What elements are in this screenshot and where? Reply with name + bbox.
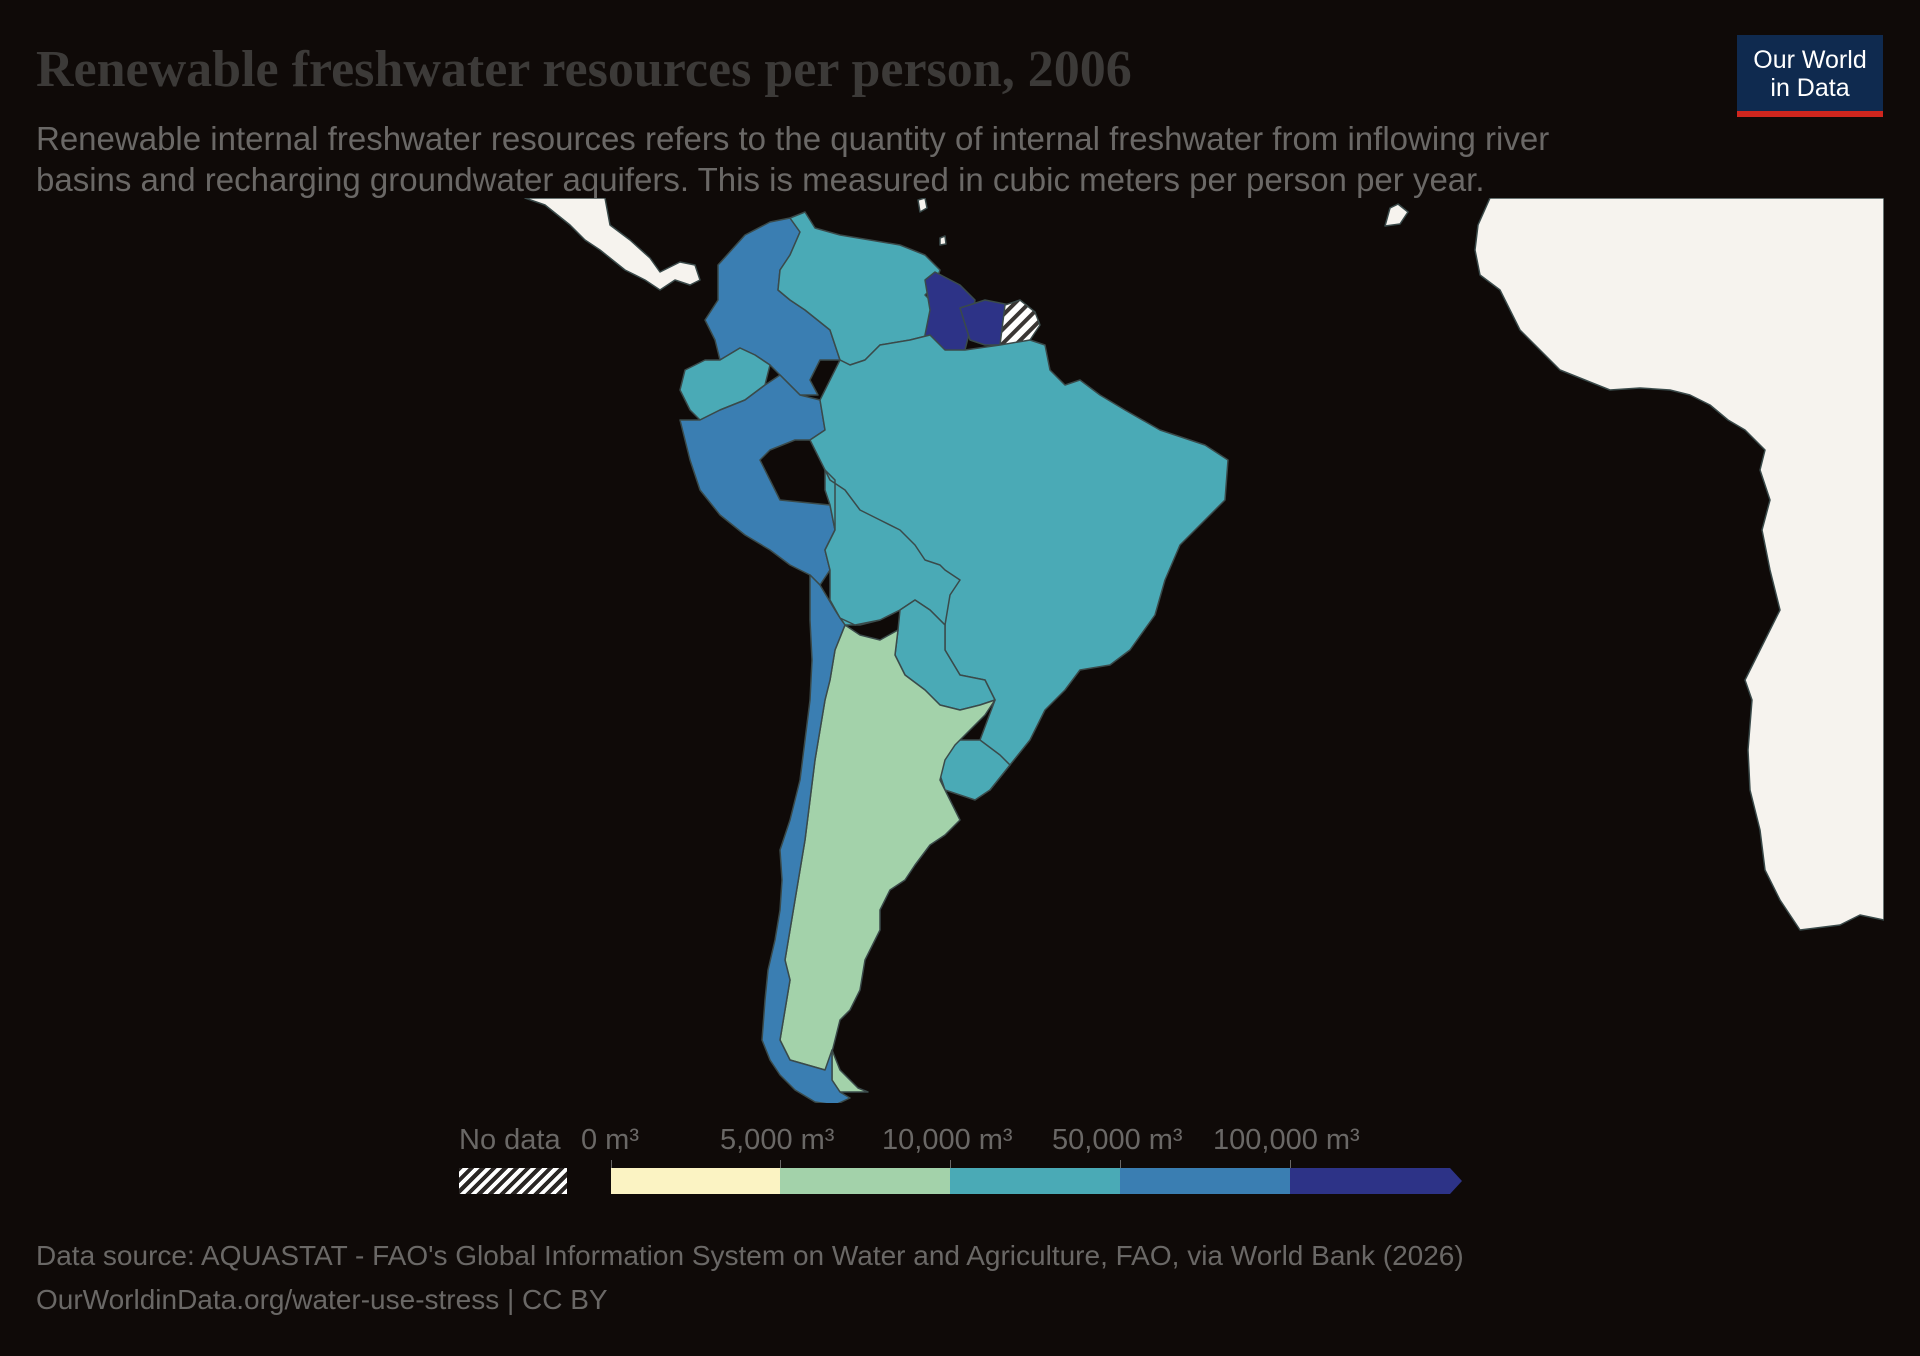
legend-swatch-0-5000[interactable] bbox=[611, 1168, 780, 1194]
legend-no-data-swatch[interactable] bbox=[459, 1168, 567, 1194]
chart-subtitle: Renewable internal freshwater resources … bbox=[36, 120, 1550, 198]
logo-line-1: Our World bbox=[1753, 46, 1867, 74]
legend-bin-label: 0 m³ bbox=[581, 1124, 639, 1156]
region-argentina-tierra-del-fuego[interactable] bbox=[831, 1049, 869, 1093]
choropleth-map[interactable] bbox=[0, 198, 1884, 1103]
legend-tick bbox=[1120, 1160, 1121, 1168]
legend-swatch-10000-50000[interactable] bbox=[950, 1168, 1120, 1194]
legend-bin-label: 5,000 m³ bbox=[720, 1124, 835, 1156]
legend-tick bbox=[780, 1160, 781, 1168]
owid-logo[interactable]: Our World in Data bbox=[1737, 35, 1883, 117]
legend-bin-label: 10,000 m³ bbox=[882, 1124, 1013, 1156]
chart-title: Renewable freshwater resources per perso… bbox=[36, 41, 1132, 98]
region-caribbean-island[interactable] bbox=[917, 198, 928, 213]
region-caribbean-island[interactable] bbox=[1384, 203, 1409, 227]
legend-swatch-5000-10000[interactable] bbox=[780, 1168, 950, 1194]
region-central-america[interactable] bbox=[524, 198, 701, 291]
source-url-license[interactable]: OurWorldinData.org/water-use-stress | CC… bbox=[36, 1284, 608, 1315]
legend-swatch-50000-100000[interactable] bbox=[1120, 1168, 1290, 1194]
region-caribbean-island[interactable] bbox=[939, 235, 947, 246]
legend-swatch-100000-plus[interactable] bbox=[1290, 1168, 1462, 1194]
legend-bin-label: 100,000 m³ bbox=[1213, 1124, 1360, 1156]
legend-tick bbox=[611, 1160, 612, 1168]
logo-line-2: in Data bbox=[1770, 74, 1850, 102]
legend-tick bbox=[1290, 1160, 1291, 1168]
legend-bin-label: 50,000 m³ bbox=[1052, 1124, 1183, 1156]
data-source: Data source: AQUASTAT - FAO's Global Inf… bbox=[36, 1240, 1464, 1271]
legend-no-data-label: No data bbox=[459, 1124, 561, 1156]
logo-red-bar bbox=[1737, 111, 1883, 117]
region-peru[interactable] bbox=[679, 374, 836, 586]
region-africa[interactable] bbox=[1474, 198, 1884, 931]
region-chile[interactable] bbox=[761, 574, 851, 1103]
legend-tick bbox=[950, 1160, 951, 1168]
